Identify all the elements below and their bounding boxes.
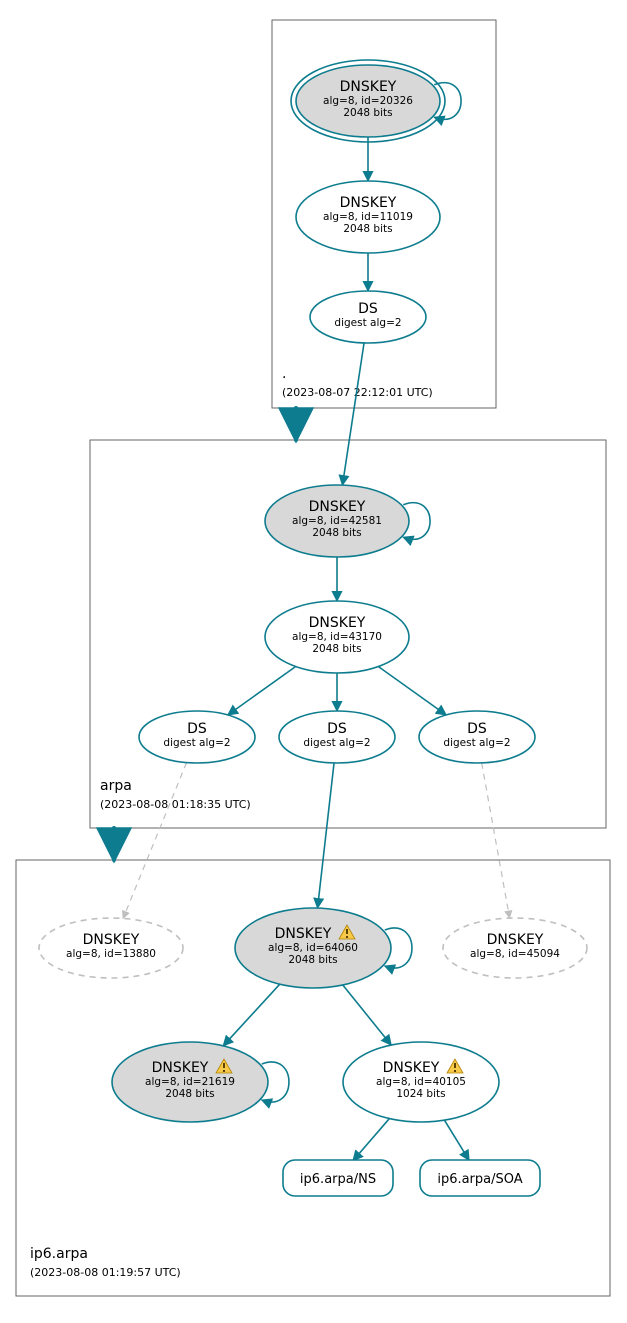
node-arpa_ds3: DSdigest alg=2 [419, 711, 535, 763]
edge-root_ds-arpa_ksk [342, 343, 364, 485]
svg-text:alg=8, id=64060: alg=8, id=64060 [268, 942, 358, 954]
svg-text:DNSKEY: DNSKEY [340, 195, 397, 211]
svg-text:2048 bits: 2048 bits [343, 107, 392, 119]
svg-text:(2023-08-08 01:19:57 UTC): (2023-08-08 01:19:57 UTC) [30, 1266, 181, 1279]
edge-arpa_ds2-ip6_ksk [318, 763, 335, 908]
svg-text:ip6.arpa/SOA: ip6.arpa/SOA [437, 1172, 522, 1187]
svg-text:DNSKEY: DNSKEY [275, 926, 332, 942]
node-arpa_ds2: DSdigest alg=2 [279, 711, 395, 763]
svg-text:DS: DS [327, 721, 347, 737]
svg-text:arpa: arpa [100, 778, 132, 794]
node-rr_ns: ip6.arpa/NS [283, 1160, 393, 1196]
svg-text:DNSKEY: DNSKEY [309, 615, 366, 631]
node-arpa_ds1: DSdigest alg=2 [139, 711, 255, 763]
node-root_ds: DSdigest alg=2 [310, 291, 426, 343]
node-ip6_zsk1: DNSKEYalg=8, id=216192048 bits [112, 1042, 268, 1122]
svg-text:(2023-08-08 01:18:35 UTC): (2023-08-08 01:18:35 UTC) [100, 798, 251, 811]
node-rr_soa: ip6.arpa/SOA [420, 1160, 540, 1196]
svg-text:alg=8, id=42581: alg=8, id=42581 [292, 515, 382, 527]
svg-text:1024 bits: 1024 bits [396, 1088, 445, 1100]
svg-text:digest alg=2: digest alg=2 [443, 737, 510, 749]
node-ip6_zsk2: DNSKEYalg=8, id=401051024 bits [343, 1042, 499, 1122]
svg-text:DNSKEY: DNSKEY [83, 932, 140, 948]
node-root_ksk: DNSKEYalg=8, id=203262048 bits [291, 60, 445, 142]
svg-text:alg=8, id=43170: alg=8, id=43170 [292, 631, 382, 643]
svg-text:DNSKEY: DNSKEY [487, 932, 544, 948]
svg-text:DS: DS [358, 301, 378, 317]
svg-text:.: . [282, 366, 286, 382]
dnssec-chain-diagram: .(2023-08-07 22:12:01 UTC)arpa(2023-08-0… [0, 0, 627, 1323]
node-arpa_ksk: DNSKEYalg=8, id=425812048 bits [265, 485, 409, 557]
svg-text:alg=8, id=11019: alg=8, id=11019 [323, 211, 413, 223]
nodes: DNSKEYalg=8, id=203262048 bitsDNSKEYalg=… [39, 60, 587, 1196]
edge-ip6_zsk2-rr_soa [444, 1120, 469, 1160]
edge-arpa_zsk-arpa_ds1 [228, 666, 296, 714]
svg-text:alg=8, id=45094: alg=8, id=45094 [470, 948, 560, 960]
svg-text:alg=8, id=21619: alg=8, id=21619 [145, 1076, 235, 1088]
svg-text:digest alg=2: digest alg=2 [303, 737, 370, 749]
svg-text:alg=8, id=40105: alg=8, id=40105 [376, 1076, 466, 1088]
edge-ip6_zsk2-rr_ns [353, 1119, 389, 1161]
svg-text:2048 bits: 2048 bits [288, 954, 337, 966]
svg-text:DS: DS [467, 721, 487, 737]
node-root_zsk: DNSKEYalg=8, id=110192048 bits [296, 181, 440, 253]
svg-text:alg=8, id=20326: alg=8, id=20326 [323, 95, 413, 107]
svg-text:2048 bits: 2048 bits [343, 223, 392, 235]
svg-text:DNSKEY: DNSKEY [340, 79, 397, 95]
svg-text:digest alg=2: digest alg=2 [163, 737, 230, 749]
node-ip6_ksk: DNSKEYalg=8, id=640602048 bits [235, 908, 391, 988]
svg-text:DNSKEY: DNSKEY [309, 499, 366, 515]
svg-text:DNSKEY: DNSKEY [383, 1060, 440, 1076]
svg-text:alg=8, id=13880: alg=8, id=13880 [66, 948, 156, 960]
node-ip6_faded2: DNSKEYalg=8, id=45094 [443, 918, 587, 978]
svg-text:2048 bits: 2048 bits [312, 643, 361, 655]
node-arpa_zsk: DNSKEYalg=8, id=431702048 bits [265, 601, 409, 673]
edge-arpa_zsk-arpa_ds3 [378, 666, 446, 714]
edge-arpa_ds3-ip6_faded2 [482, 763, 510, 918]
svg-text:DNSKEY: DNSKEY [152, 1060, 209, 1076]
node-ip6_faded1: DNSKEYalg=8, id=13880 [39, 918, 183, 978]
svg-text:2048 bits: 2048 bits [165, 1088, 214, 1100]
edge-arpa_ds1-ip6_faded1 [123, 763, 187, 919]
svg-text:2048 bits: 2048 bits [312, 527, 361, 539]
edge-ip6_ksk-ip6_zsk2 [343, 985, 391, 1045]
svg-text:ip6.arpa: ip6.arpa [30, 1246, 88, 1262]
svg-text:ip6.arpa/NS: ip6.arpa/NS [300, 1172, 376, 1187]
svg-text:DS: DS [187, 721, 207, 737]
edge-ip6_ksk-ip6_zsk1 [223, 984, 280, 1046]
svg-text:digest alg=2: digest alg=2 [334, 317, 401, 329]
